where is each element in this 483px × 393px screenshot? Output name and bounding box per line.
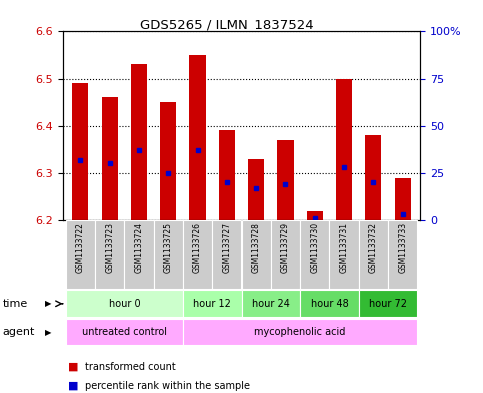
Text: ■: ■ [68, 381, 78, 391]
Text: hour 0: hour 0 [109, 299, 140, 309]
Text: hour 48: hour 48 [311, 299, 348, 309]
Text: GDS5265 / ILMN_1837524: GDS5265 / ILMN_1837524 [140, 18, 314, 31]
Bar [388, 220, 417, 289]
Text: GSM1133727: GSM1133727 [222, 222, 231, 273]
Text: GSM1133726: GSM1133726 [193, 222, 202, 273]
Text: GSM1133733: GSM1133733 [398, 222, 407, 273]
Bar [365, 135, 382, 220]
Bar [72, 83, 88, 220]
Text: percentile rank within the sample: percentile rank within the sample [85, 381, 250, 391]
Text: agent: agent [2, 327, 35, 337]
Text: transformed count: transformed count [85, 362, 175, 372]
Bar [359, 290, 417, 317]
Text: GSM1133732: GSM1133732 [369, 222, 378, 273]
Bar [66, 220, 95, 289]
Bar [242, 290, 300, 317]
Bar [124, 220, 154, 289]
Text: ▶: ▶ [45, 299, 52, 308]
Bar [395, 178, 411, 220]
Bar [300, 220, 329, 289]
Text: GSM1133725: GSM1133725 [164, 222, 173, 273]
Text: GSM1133729: GSM1133729 [281, 222, 290, 273]
Bar [189, 55, 206, 220]
Bar [183, 290, 242, 317]
Bar [242, 220, 271, 289]
Bar [307, 211, 323, 220]
Bar [212, 220, 242, 289]
Bar [131, 64, 147, 220]
Bar [66, 290, 183, 317]
Bar [66, 319, 183, 345]
Text: GSM1133731: GSM1133731 [340, 222, 349, 273]
Text: ▶: ▶ [45, 328, 52, 336]
Text: GSM1133728: GSM1133728 [252, 222, 261, 273]
Text: untreated control: untreated control [82, 327, 167, 337]
Bar [248, 159, 264, 220]
Bar [359, 220, 388, 289]
Bar [154, 220, 183, 289]
Text: hour 12: hour 12 [193, 299, 231, 309]
Bar [183, 319, 417, 345]
Bar [160, 102, 176, 220]
Text: GSM1133723: GSM1133723 [105, 222, 114, 273]
Bar [101, 97, 118, 220]
Text: ■: ■ [68, 362, 78, 372]
Bar [300, 290, 359, 317]
Text: GSM1133722: GSM1133722 [76, 222, 85, 273]
Bar [336, 79, 352, 220]
Text: GSM1133724: GSM1133724 [134, 222, 143, 273]
Text: hour 72: hour 72 [369, 299, 407, 309]
Bar [277, 140, 294, 220]
Bar [329, 220, 359, 289]
Bar [183, 220, 212, 289]
Text: hour 24: hour 24 [252, 299, 290, 309]
Bar [271, 220, 300, 289]
Bar [95, 220, 124, 289]
Text: time: time [2, 299, 28, 309]
Bar [219, 130, 235, 220]
Text: GSM1133730: GSM1133730 [310, 222, 319, 273]
Text: mycophenolic acid: mycophenolic acid [255, 327, 346, 337]
